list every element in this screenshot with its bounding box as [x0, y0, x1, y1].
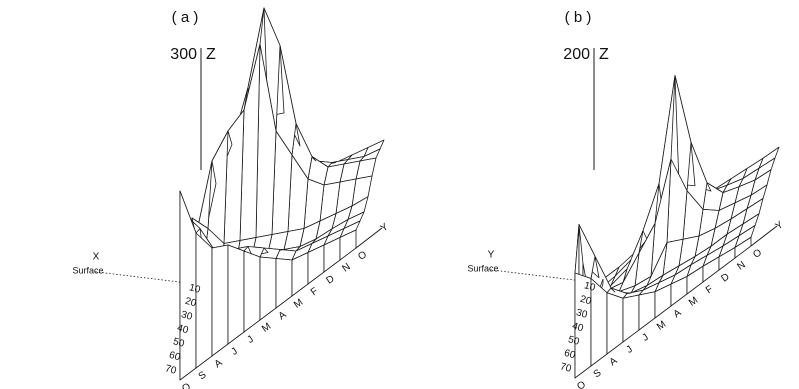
panel-a-skirt-face: [211, 244, 229, 357]
panel-a-y-tick: S: [197, 369, 209, 382]
panel-a-z-max-label: 300: [170, 46, 197, 63]
panel-b-skirt-face: [606, 292, 624, 355]
panel-a-x-axis-label: X: [93, 252, 100, 263]
panel-a-y-tick: M: [260, 321, 273, 335]
panel-b-letter: ( b ): [565, 9, 592, 26]
panel-a-skirt-face: [291, 252, 309, 297]
panel-a-x-origin-label: Surface: [72, 266, 103, 276]
panel-a-y-tick: O: [356, 249, 369, 263]
panel-a-x-tick: 10: [188, 282, 202, 296]
panel-b-x-tick: 40: [571, 321, 585, 335]
panel-b-x-origin-label: Surface: [467, 264, 498, 274]
panel-b-skirt-face: [734, 236, 752, 259]
panel-b-y-axis-line: [750, 225, 778, 247]
panel-a-x-tick: 60: [168, 350, 182, 364]
panel-b-x-tick: 70: [559, 361, 573, 375]
panel-b-y-tick: J: [640, 332, 650, 344]
panel-a-y-tick: N: [340, 261, 352, 274]
panel-b-y-tick: S: [592, 367, 604, 380]
panel-b-x-tick: 50: [567, 334, 581, 348]
panel-b-y-axis-label: Y: [774, 219, 786, 232]
panel-b-x-axis-label: Y: [488, 250, 495, 261]
panel-a-y-tick: J: [229, 346, 239, 358]
panel-a-y-tick: O: [180, 381, 193, 389]
panel-b-z-axis-label: Z: [599, 46, 609, 63]
panel-a-x-tick: 50: [172, 336, 186, 350]
panel-a-x-tick: 20: [184, 296, 198, 310]
panel-a-y-axis-label: Y: [379, 221, 391, 234]
panel-a-skirt-face: [227, 244, 245, 345]
panel-b-skirt-face: [622, 294, 640, 343]
panel-a-skirt-face: [195, 232, 213, 369]
panel-a-x-tick: 30: [180, 309, 194, 323]
panel-a-skirt-face: [259, 256, 277, 321]
panel-a-skirt-face: [275, 258, 293, 309]
panel-a-y-axis-line: [355, 227, 383, 249]
panel-b-skirt-face: [638, 291, 656, 331]
panel-b-y-tick: D: [719, 271, 731, 284]
panel-b-y-tick: A: [672, 307, 684, 320]
panel-b-z-max-label: 200: [563, 46, 590, 63]
panel-b-x-tick: 30: [575, 307, 589, 321]
panel-a-x-tick: 40: [176, 323, 190, 337]
panel-b-y-tick: M: [655, 319, 668, 333]
panel-a-y-tick: J: [245, 334, 255, 346]
panel-a-y-tick: A: [277, 309, 289, 322]
panel-a-letter: ( a ): [172, 9, 199, 26]
panel-b-y-tick: O: [575, 379, 588, 389]
panel-b-x-tick: 60: [563, 348, 577, 362]
panel-a-y-tick: F: [309, 286, 320, 299]
panel-b-x-tick: 10: [583, 280, 597, 294]
panel-a-skirt-face: [243, 250, 261, 333]
panel-b-y-tick: O: [751, 247, 764, 261]
panel-b-y-tick: J: [624, 344, 634, 356]
panel-a-y-tick: M: [292, 297, 305, 311]
panel-b-y-tick: N: [735, 259, 747, 272]
panel-a-y-tick: A: [213, 357, 225, 370]
panel-b-y-tick: A: [608, 355, 620, 368]
panel-b-y-tick: F: [704, 284, 715, 297]
panel-a-z-axis-label: Z: [206, 46, 216, 63]
panel-b-x-tick: 20: [579, 294, 593, 308]
panel-a-x-tick: 70: [164, 363, 178, 377]
panel-a-y-tick: D: [324, 273, 336, 286]
panel-b-y-tick: M: [687, 295, 700, 309]
panel-a-skirt-face: [339, 229, 357, 261]
